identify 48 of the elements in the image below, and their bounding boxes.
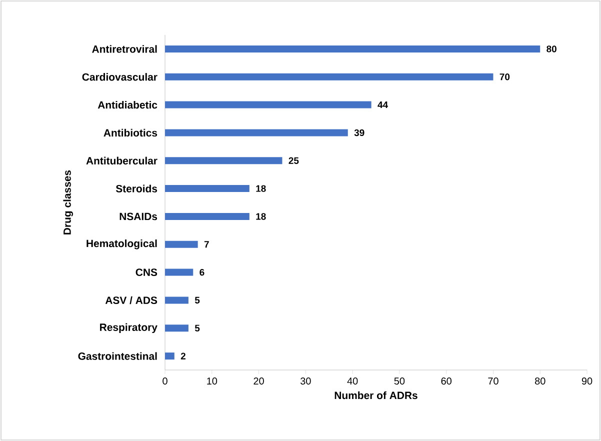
bar xyxy=(165,73,494,80)
bar xyxy=(165,240,198,248)
bar xyxy=(165,157,282,164)
y-axis-title: Drug classes xyxy=(63,170,74,234)
x-tick-label: 60 xyxy=(441,378,452,385)
x-tick-label: 80 xyxy=(535,378,546,385)
x-axis-title: Number of ADRs xyxy=(334,391,418,400)
data-label: 44 xyxy=(378,102,388,108)
y-tick-label: Cardiovascular xyxy=(82,73,158,81)
x-tick-label: 30 xyxy=(300,378,311,385)
y-tick-label: NSAIDs xyxy=(120,212,158,220)
bar xyxy=(165,212,250,220)
y-tick-label: Hematological xyxy=(86,239,157,250)
y-tick-label: Antidiabetic xyxy=(98,100,158,109)
bar xyxy=(165,324,188,332)
bar xyxy=(165,296,188,304)
data-label: 18 xyxy=(256,213,266,220)
x-tick-label: 90 xyxy=(582,378,592,385)
x-tick-label: 20 xyxy=(254,378,264,385)
data-label: 18 xyxy=(256,185,266,192)
data-label: 6 xyxy=(200,268,204,276)
y-tick-label: Antitubercular xyxy=(86,156,158,164)
data-label: 25 xyxy=(288,157,299,164)
y-tick-label: Antiretroviral xyxy=(92,45,157,53)
bar xyxy=(165,45,540,52)
x-tick-label: 70 xyxy=(488,378,498,385)
y-tick-label: Antibiotics xyxy=(104,128,158,137)
data-label: 5 xyxy=(194,324,200,332)
bar xyxy=(165,129,348,136)
data-label: 5 xyxy=(194,296,200,304)
x-tick-label: 0 xyxy=(162,378,168,385)
x-tick-label: 10 xyxy=(207,378,218,385)
x-tick-label: 50 xyxy=(394,378,405,385)
bar xyxy=(165,101,372,108)
y-tick-label: CNS xyxy=(136,268,158,276)
y-tick-label: ASV / ADS xyxy=(105,296,158,304)
bar xyxy=(165,352,174,360)
data-label: 80 xyxy=(546,46,556,52)
bar xyxy=(165,268,194,276)
x-tick-label: 40 xyxy=(347,378,358,385)
bar xyxy=(165,185,250,192)
data-label: 2 xyxy=(180,352,186,360)
data-label: 39 xyxy=(354,129,364,136)
y-tick-label: Gastrointestinal xyxy=(78,352,157,360)
data-label: 7 xyxy=(204,241,209,248)
y-tick-label: Steroids xyxy=(116,184,158,192)
y-tick-label: Respiratory xyxy=(100,323,158,334)
data-label: 70 xyxy=(500,74,510,80)
